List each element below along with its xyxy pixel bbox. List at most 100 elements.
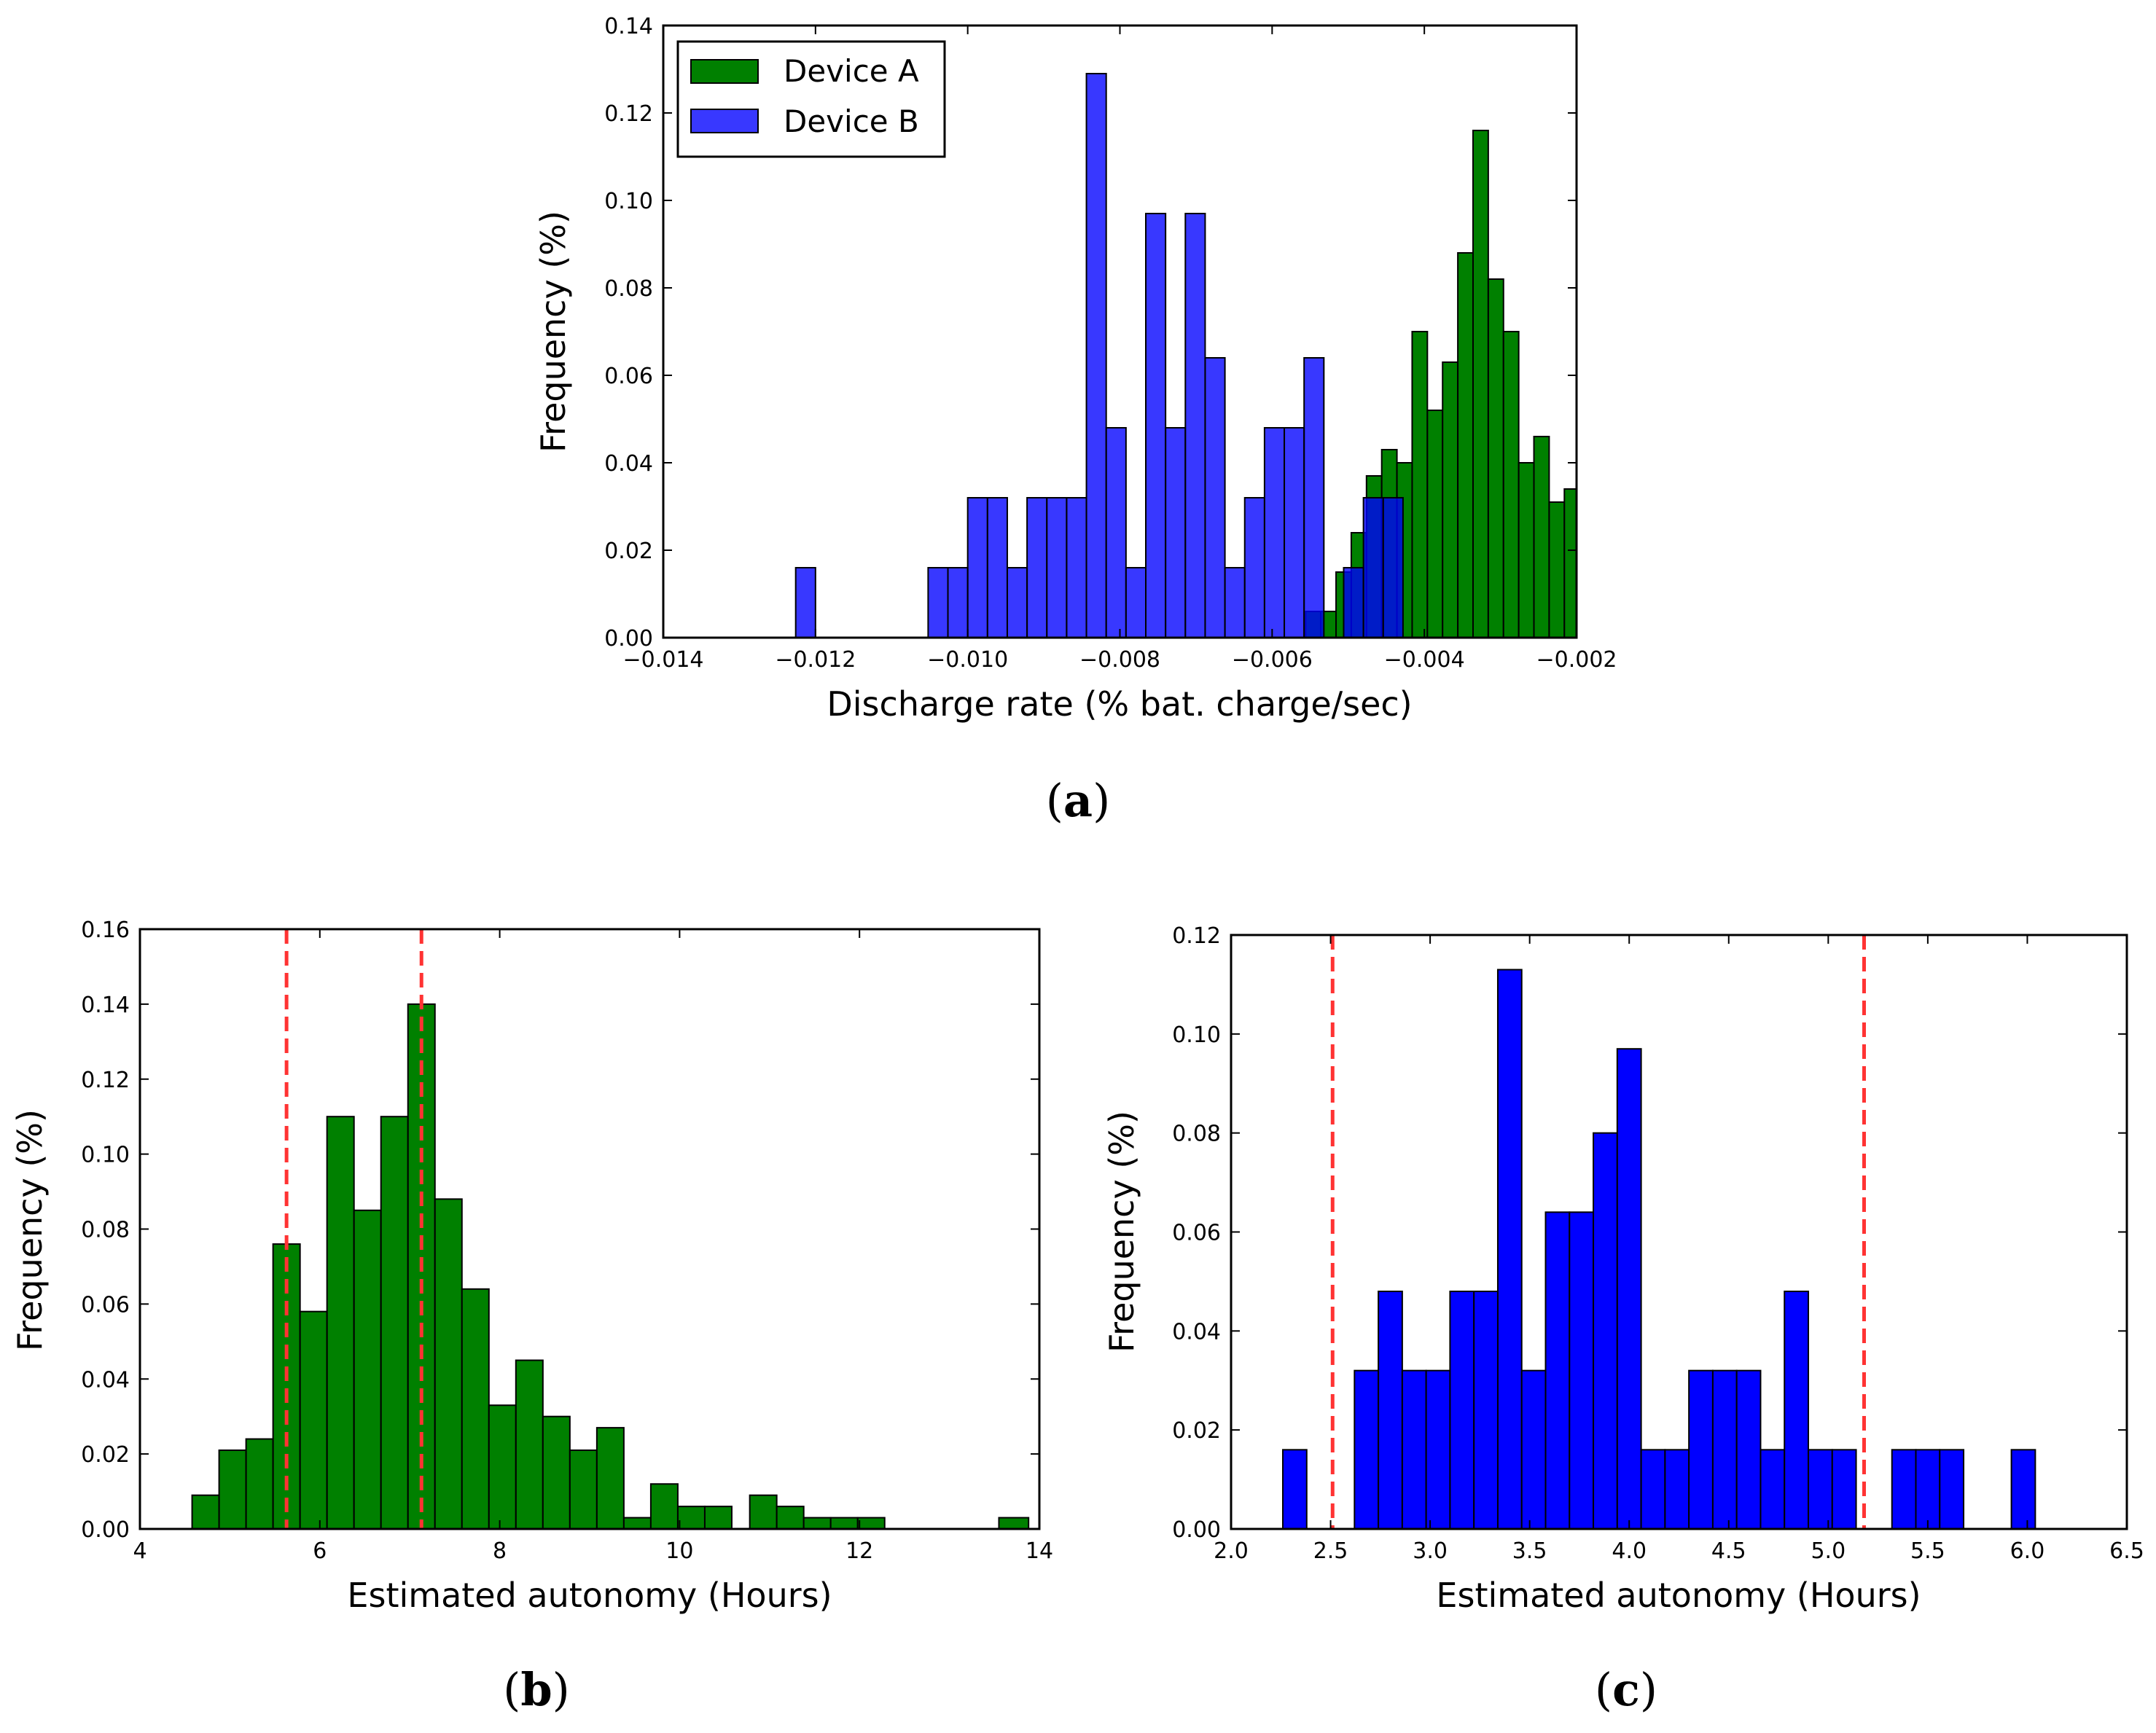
y-tick-label: 0.14 — [81, 993, 130, 1018]
bar-device-b-2 — [1378, 1291, 1403, 1530]
bar-device-a-1 — [218, 1449, 247, 1530]
caption-b-open: ( — [503, 1663, 520, 1716]
x-tick-label: 4.0 — [1612, 1538, 1647, 1564]
bar-device-b-11 — [1125, 567, 1147, 638]
bar-device-b-17 — [1243, 497, 1265, 638]
bar-device-b-9 — [1085, 73, 1107, 638]
bar-device-a-7 — [380, 1116, 409, 1530]
caption-a-letter: a — [1063, 774, 1093, 827]
x-tick-label: 2.5 — [1313, 1538, 1348, 1564]
panel-c-ticks: 2.0 2.5 3.0 3.5 4.0 4.5 5.0 5.5 6.0 6.5 0.00 0.02 0.… — [1172, 923, 2144, 1564]
x-tick-label: 3.0 — [1413, 1538, 1448, 1564]
bar-device-b-3 — [1401, 1369, 1427, 1530]
bar-device-a-24 — [856, 1517, 886, 1530]
bar-device-a-10 — [1457, 252, 1474, 638]
panel-b-autonomy-device-a-histogram: 4 6 8 10 12 14 0.00 0.02 0.04 0.06 0.08 0.10 0.12 0.1… — [10, 918, 1053, 1716]
x-tick-label: 6.0 — [2010, 1538, 2045, 1564]
bar-device-a-16 — [1548, 501, 1566, 638]
bar-device-b-15 — [1204, 357, 1226, 638]
bar-device-b-6 — [1473, 1291, 1499, 1530]
bar-device-a-20 — [749, 1494, 778, 1530]
bar-device-b-6 — [1026, 497, 1048, 638]
x-tick-label: 6 — [313, 1538, 327, 1564]
panel-a-y-axis-label: Frequency (%) — [534, 211, 573, 453]
caption-c-open: ( — [1595, 1663, 1612, 1716]
y-tick-label: 0.08 — [604, 276, 653, 302]
caption-c: (c) — [1595, 1663, 1657, 1716]
bar-device-b-13 — [1165, 427, 1187, 638]
bar-device-b-13 — [1640, 1449, 1666, 1530]
panel-b-reference-lines — [284, 929, 423, 1529]
x-tick-label: 14 — [1026, 1538, 1053, 1564]
bar-device-b-10 — [1569, 1211, 1595, 1530]
bar-device-b-16 — [1711, 1369, 1738, 1530]
panel-c-bars — [1282, 969, 2036, 1530]
caption-c-letter: c — [1612, 1663, 1640, 1716]
bar-device-b-8 — [1520, 1369, 1547, 1530]
x-tick-label: 4.5 — [1711, 1538, 1746, 1564]
caption-a: (a) — [1046, 774, 1111, 827]
bar-device-b-3 — [966, 497, 988, 638]
panel-b-x-axis-label: Estimated autonomy (Hours) — [347, 1576, 832, 1615]
y-tick-label: 0.12 — [604, 101, 653, 127]
bar-device-b-14 — [1664, 1449, 1690, 1530]
caption-b-letter: b — [520, 1663, 552, 1716]
bar-device-a-14 — [1518, 462, 1535, 638]
bar-device-a-15 — [595, 1427, 625, 1530]
bar-device-b-0 — [1282, 1449, 1308, 1530]
x-tick-label: 12 — [845, 1538, 873, 1564]
bar-device-b-1 — [1354, 1369, 1380, 1530]
bar-device-a-19 — [703, 1506, 733, 1530]
x-tick-label: 4 — [133, 1538, 147, 1564]
legend-label-device-a: Device A — [784, 53, 919, 89]
y-tick-label: 0.04 — [604, 451, 653, 477]
bar-device-b-15 — [1688, 1369, 1714, 1530]
caption-b: (b) — [503, 1663, 570, 1716]
bar-device-b-20 — [1808, 1449, 1833, 1530]
bar-device-b-22 — [1362, 497, 1384, 638]
y-tick-label: 0.12 — [81, 1068, 130, 1093]
bar-device-b-18 — [1263, 427, 1286, 638]
panel-a-ticks: −0.014 −0.012 −0.010 −0.008 −0.006 −0.004 −0.0… — [604, 14, 1617, 673]
panel-c-y-axis-label: Frequency (%) — [1102, 1111, 1141, 1353]
bar-device-a-23 — [829, 1517, 859, 1530]
x-tick-label: −0.002 — [1536, 647, 1617, 673]
bar-device-a-4 — [299, 1310, 328, 1530]
panel-a-bars — [794, 73, 1577, 638]
bar-device-a-6 — [353, 1209, 382, 1530]
bar-device-b-2 — [947, 567, 969, 638]
bar-device-b-23 — [1382, 497, 1404, 638]
bar-device-b-21 — [1831, 1449, 1857, 1530]
y-tick-label: 0.08 — [81, 1218, 130, 1243]
bar-device-a-21 — [776, 1506, 805, 1530]
panel-b-bars — [191, 1003, 1030, 1530]
panel-a-x-axis-label: Discharge rate (% bat. charge/sec) — [827, 684, 1412, 724]
bar-device-a-12 — [515, 1359, 544, 1530]
y-tick-label: 0.00 — [604, 626, 653, 652]
bar-device-a-12 — [1487, 278, 1504, 638]
bar-device-a-15 — [1533, 436, 1550, 638]
caption-a-open: ( — [1046, 774, 1063, 827]
y-tick-label: 0.04 — [81, 1367, 130, 1393]
x-tick-label: 3.5 — [1512, 1538, 1547, 1564]
legend: Device A Device B — [676, 40, 946, 158]
bar-device-b-12 — [1616, 1048, 1642, 1530]
panel-a-discharge-rate-histogram: −0.014 −0.012 −0.010 −0.008 −0.006 −0.004 −0.0… — [534, 14, 1617, 827]
y-tick-label: 0.02 — [81, 1442, 130, 1468]
bar-device-b-7 — [1046, 497, 1068, 638]
y-tick-label: 0.06 — [1172, 1221, 1221, 1246]
y-tick-label: 0.16 — [81, 918, 130, 943]
bar-device-a-22 — [802, 1517, 832, 1530]
y-tick-label: 0.02 — [1172, 1418, 1221, 1444]
bar-device-a-10 — [461, 1288, 490, 1530]
x-tick-label: −0.014 — [622, 647, 703, 673]
caption-c-close: ) — [1640, 1663, 1657, 1716]
caption-b-close: ) — [552, 1663, 570, 1716]
y-tick-label: 0.14 — [604, 14, 653, 39]
bar-device-a-2 — [245, 1438, 274, 1530]
panel-c-x-axis-label: Estimated autonomy (Hours) — [1436, 1576, 1921, 1615]
bar-device-a-17 — [1563, 488, 1577, 638]
panel-c-reference-lines — [1330, 935, 1866, 1529]
x-tick-label: −0.008 — [1079, 647, 1160, 673]
